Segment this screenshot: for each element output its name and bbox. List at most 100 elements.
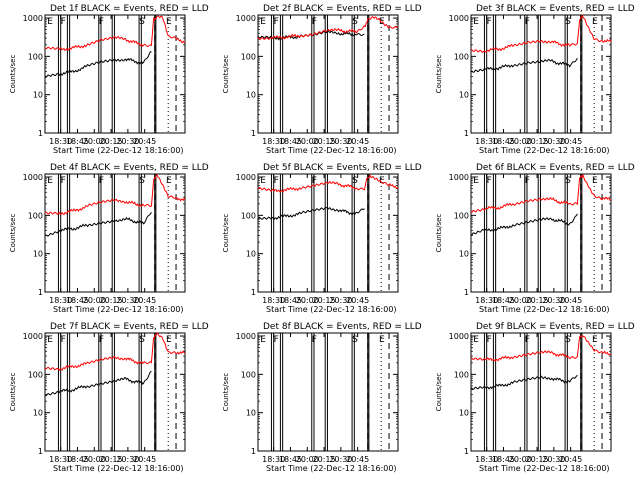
- x-tick-label: 20:30: [116, 137, 139, 146]
- panel-title: Det 3f BLACK = Events, RED = LLD: [476, 4, 635, 14]
- detector-panel-9: Det 9f BLACK = Events, RED = LLD 1 10 100 10…: [435, 322, 635, 473]
- x-tick-label: 20:30: [542, 137, 565, 146]
- x-tick-label: 20:45: [559, 455, 582, 464]
- interval-marker-letter: E: [473, 176, 479, 186]
- lld-rate-line: [257, 15, 399, 41]
- x-axis-label: Start Time (22-Dec-12 18:16:00): [479, 305, 610, 314]
- interval-marker-letter: F: [487, 17, 492, 27]
- y-tick-label: 1000: [23, 14, 43, 23]
- y-tick-label: 1: [38, 288, 43, 297]
- x-axis-label: Start Time (22-Dec-12 18:16:00): [53, 464, 184, 473]
- y-tick-label: 100: [28, 52, 43, 61]
- interval-marker-letter: E: [592, 335, 598, 345]
- interval-marker-letter: E: [592, 176, 598, 186]
- x-tick-label: 18:45: [279, 137, 302, 146]
- x-axis-label: Start Time (22-Dec-12 18:16:00): [53, 146, 184, 155]
- y-tick-label: 10: [459, 250, 469, 259]
- x-tick-label: 18:30: [262, 137, 285, 146]
- x-axis-label: Start Time (22-Dec-12 18:16:00): [266, 146, 397, 155]
- x-tick-label: 18:45: [492, 296, 515, 305]
- interval-marker-letter: S: [352, 176, 358, 186]
- x-tick-label: 18:30: [475, 455, 498, 464]
- interval-marker-letter: F: [274, 176, 279, 186]
- detector-panel-3: Det 3f BLACK = Events, RED = LLD 1 10 100 10…: [435, 4, 635, 155]
- interval-marker-letter: E: [166, 335, 172, 345]
- y-tick-label: 100: [28, 211, 43, 220]
- y-tick-label: 100: [241, 211, 256, 220]
- y-axis-label: Counts/sec: [435, 214, 443, 253]
- y-tick-label: 100: [28, 370, 43, 379]
- interval-marker-letter: E: [260, 335, 266, 345]
- interval-marker-letter: S: [139, 335, 145, 345]
- y-axis-label: Counts/sec: [9, 214, 17, 253]
- interval-marker-letter: F: [525, 335, 530, 345]
- interval-marker-letter: S: [565, 17, 571, 27]
- interval-marker-letter: S: [139, 17, 145, 27]
- x-tick-label: 20:45: [133, 296, 156, 305]
- interval-marker-letter: E: [473, 335, 479, 345]
- lld-rate-line: [257, 173, 399, 193]
- x-tick-label: 20:30: [116, 296, 139, 305]
- plot-frame: [470, 14, 612, 134]
- y-axis-label: Counts/sec: [9, 55, 17, 94]
- panel-title: Det 2f BLACK = Events, RED = LLD: [263, 4, 422, 14]
- plot-frame: [257, 14, 399, 134]
- detector-panel-2: Det 2f BLACK = Events, RED = LLD 1 10 100 10…: [222, 4, 422, 155]
- x-tick-label: 18:30: [262, 296, 285, 305]
- interval-marker-letter: S: [139, 176, 145, 186]
- plot-frame: [470, 173, 612, 293]
- x-tick-label: 18:45: [492, 455, 515, 464]
- y-axis-label: Counts/sec: [222, 214, 230, 253]
- y-tick-label: 1: [464, 447, 469, 456]
- y-tick-label: 1000: [23, 332, 43, 341]
- x-tick-label: 18:45: [279, 455, 302, 464]
- panel-title: Det 4f BLACK = Events, RED = LLD: [50, 163, 209, 173]
- interval-marker-letter: E: [166, 17, 172, 27]
- y-axis-label: Counts/sec: [222, 55, 230, 94]
- y-tick-label: 10: [33, 250, 43, 259]
- events-rate-line: [44, 51, 152, 78]
- x-tick-label: 20:45: [133, 137, 156, 146]
- detector-panel-6: Det 6f BLACK = Events, RED = LLD 1 10 100 10…: [435, 163, 635, 314]
- x-tick-label: 18:45: [492, 137, 515, 146]
- events-rate-line: [44, 212, 152, 237]
- panel-title: Det 1f BLACK = Events, RED = LLD: [50, 4, 209, 14]
- x-tick-label: 20:15: [313, 137, 336, 146]
- x-tick-label: 18:30: [475, 137, 498, 146]
- x-tick-label: 20:15: [526, 137, 549, 146]
- interval-marker-letter: E: [260, 176, 266, 186]
- x-tick-label: 18:45: [66, 455, 89, 464]
- interval-marker-letter: S: [352, 335, 358, 345]
- interval-marker-letter: F: [274, 17, 279, 27]
- x-tick-label: 20:00: [83, 296, 106, 305]
- x-tick-label: 20:15: [100, 296, 123, 305]
- y-tick-label: 1000: [236, 14, 256, 23]
- interval-marker-letter: E: [592, 17, 598, 27]
- y-tick-label: 1: [38, 129, 43, 138]
- interval-marker-letter: E: [260, 17, 266, 27]
- interval-marker-letter: F: [487, 176, 492, 186]
- lld-rate-line: [470, 173, 612, 214]
- plot-frame: [44, 14, 186, 134]
- x-tick-label: 20:00: [296, 455, 319, 464]
- interval-marker-letter: F: [312, 335, 317, 345]
- lld-rate-line: [44, 173, 186, 216]
- panel-title: Det 7f BLACK = Events, RED = LLD: [50, 322, 209, 332]
- events-rate-line: [470, 374, 578, 390]
- x-tick-label: 20:45: [346, 296, 369, 305]
- x-axis-label: Start Time (22-Dec-12 18:16:00): [266, 305, 397, 314]
- x-tick-label: 20:45: [559, 137, 582, 146]
- y-tick-label: 1: [251, 129, 256, 138]
- x-tick-label: 20:15: [313, 455, 336, 464]
- plot-frame: [470, 332, 612, 452]
- y-tick-label: 100: [454, 370, 469, 379]
- x-tick-label: 20:15: [526, 455, 549, 464]
- x-tick-label: 20:15: [313, 296, 336, 305]
- x-tick-label: 18:45: [279, 296, 302, 305]
- interval-marker-letter: F: [99, 176, 104, 186]
- interval-marker-letter: S: [352, 17, 358, 27]
- interval-marker-letter: E: [473, 17, 479, 27]
- y-axis-label: Counts/sec: [435, 55, 443, 94]
- detector-panel-8: Det 8f BLACK = Events, RED = LLD 1 10 100 10…: [222, 322, 422, 473]
- detector-panel-7: Det 7f BLACK = Events, RED = LLD 1 10 100 10…: [9, 322, 209, 473]
